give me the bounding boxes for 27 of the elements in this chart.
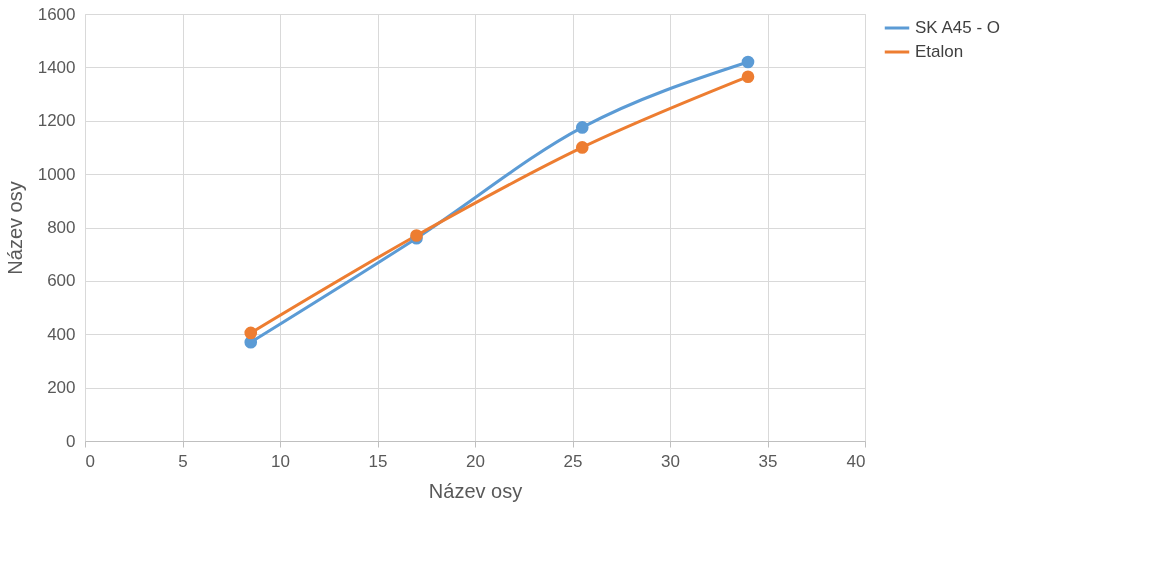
y-tick-label: 600 <box>47 271 76 291</box>
x-axis-title: Název osy <box>428 479 523 502</box>
point <box>575 121 589 134</box>
legend-label: SK A45 - O <box>915 18 1001 37</box>
point <box>575 141 589 154</box>
y-tick-label: 1000 <box>37 164 76 184</box>
x-tick-label: 20 <box>466 451 485 471</box>
point <box>741 70 755 84</box>
y-axis-title: Název osy <box>3 181 26 275</box>
y-tick-label: 200 <box>47 378 76 398</box>
y-tick-label: 1400 <box>37 57 76 77</box>
point <box>244 326 258 340</box>
x-tick-label: 15 <box>368 451 388 471</box>
x-tick-label: 25 <box>563 451 583 471</box>
y-tick-label: 0 <box>66 431 76 451</box>
y-tick-label: 400 <box>47 324 76 344</box>
x-tick-label: 30 <box>661 451 680 471</box>
y-tick-label: 1200 <box>37 111 76 131</box>
legend-label: Etalon <box>915 42 964 61</box>
y-tick-label: 800 <box>47 218 76 237</box>
x-tick-label: 0 <box>85 451 95 471</box>
x-tick-label: 5 <box>178 451 188 471</box>
x-tick-label: 35 <box>758 451 778 471</box>
y-tick-label: 1600 <box>37 4 76 24</box>
x-tick-label: 10 <box>271 451 290 471</box>
x-tick-label: 40 <box>846 451 866 471</box>
point <box>741 55 755 69</box>
